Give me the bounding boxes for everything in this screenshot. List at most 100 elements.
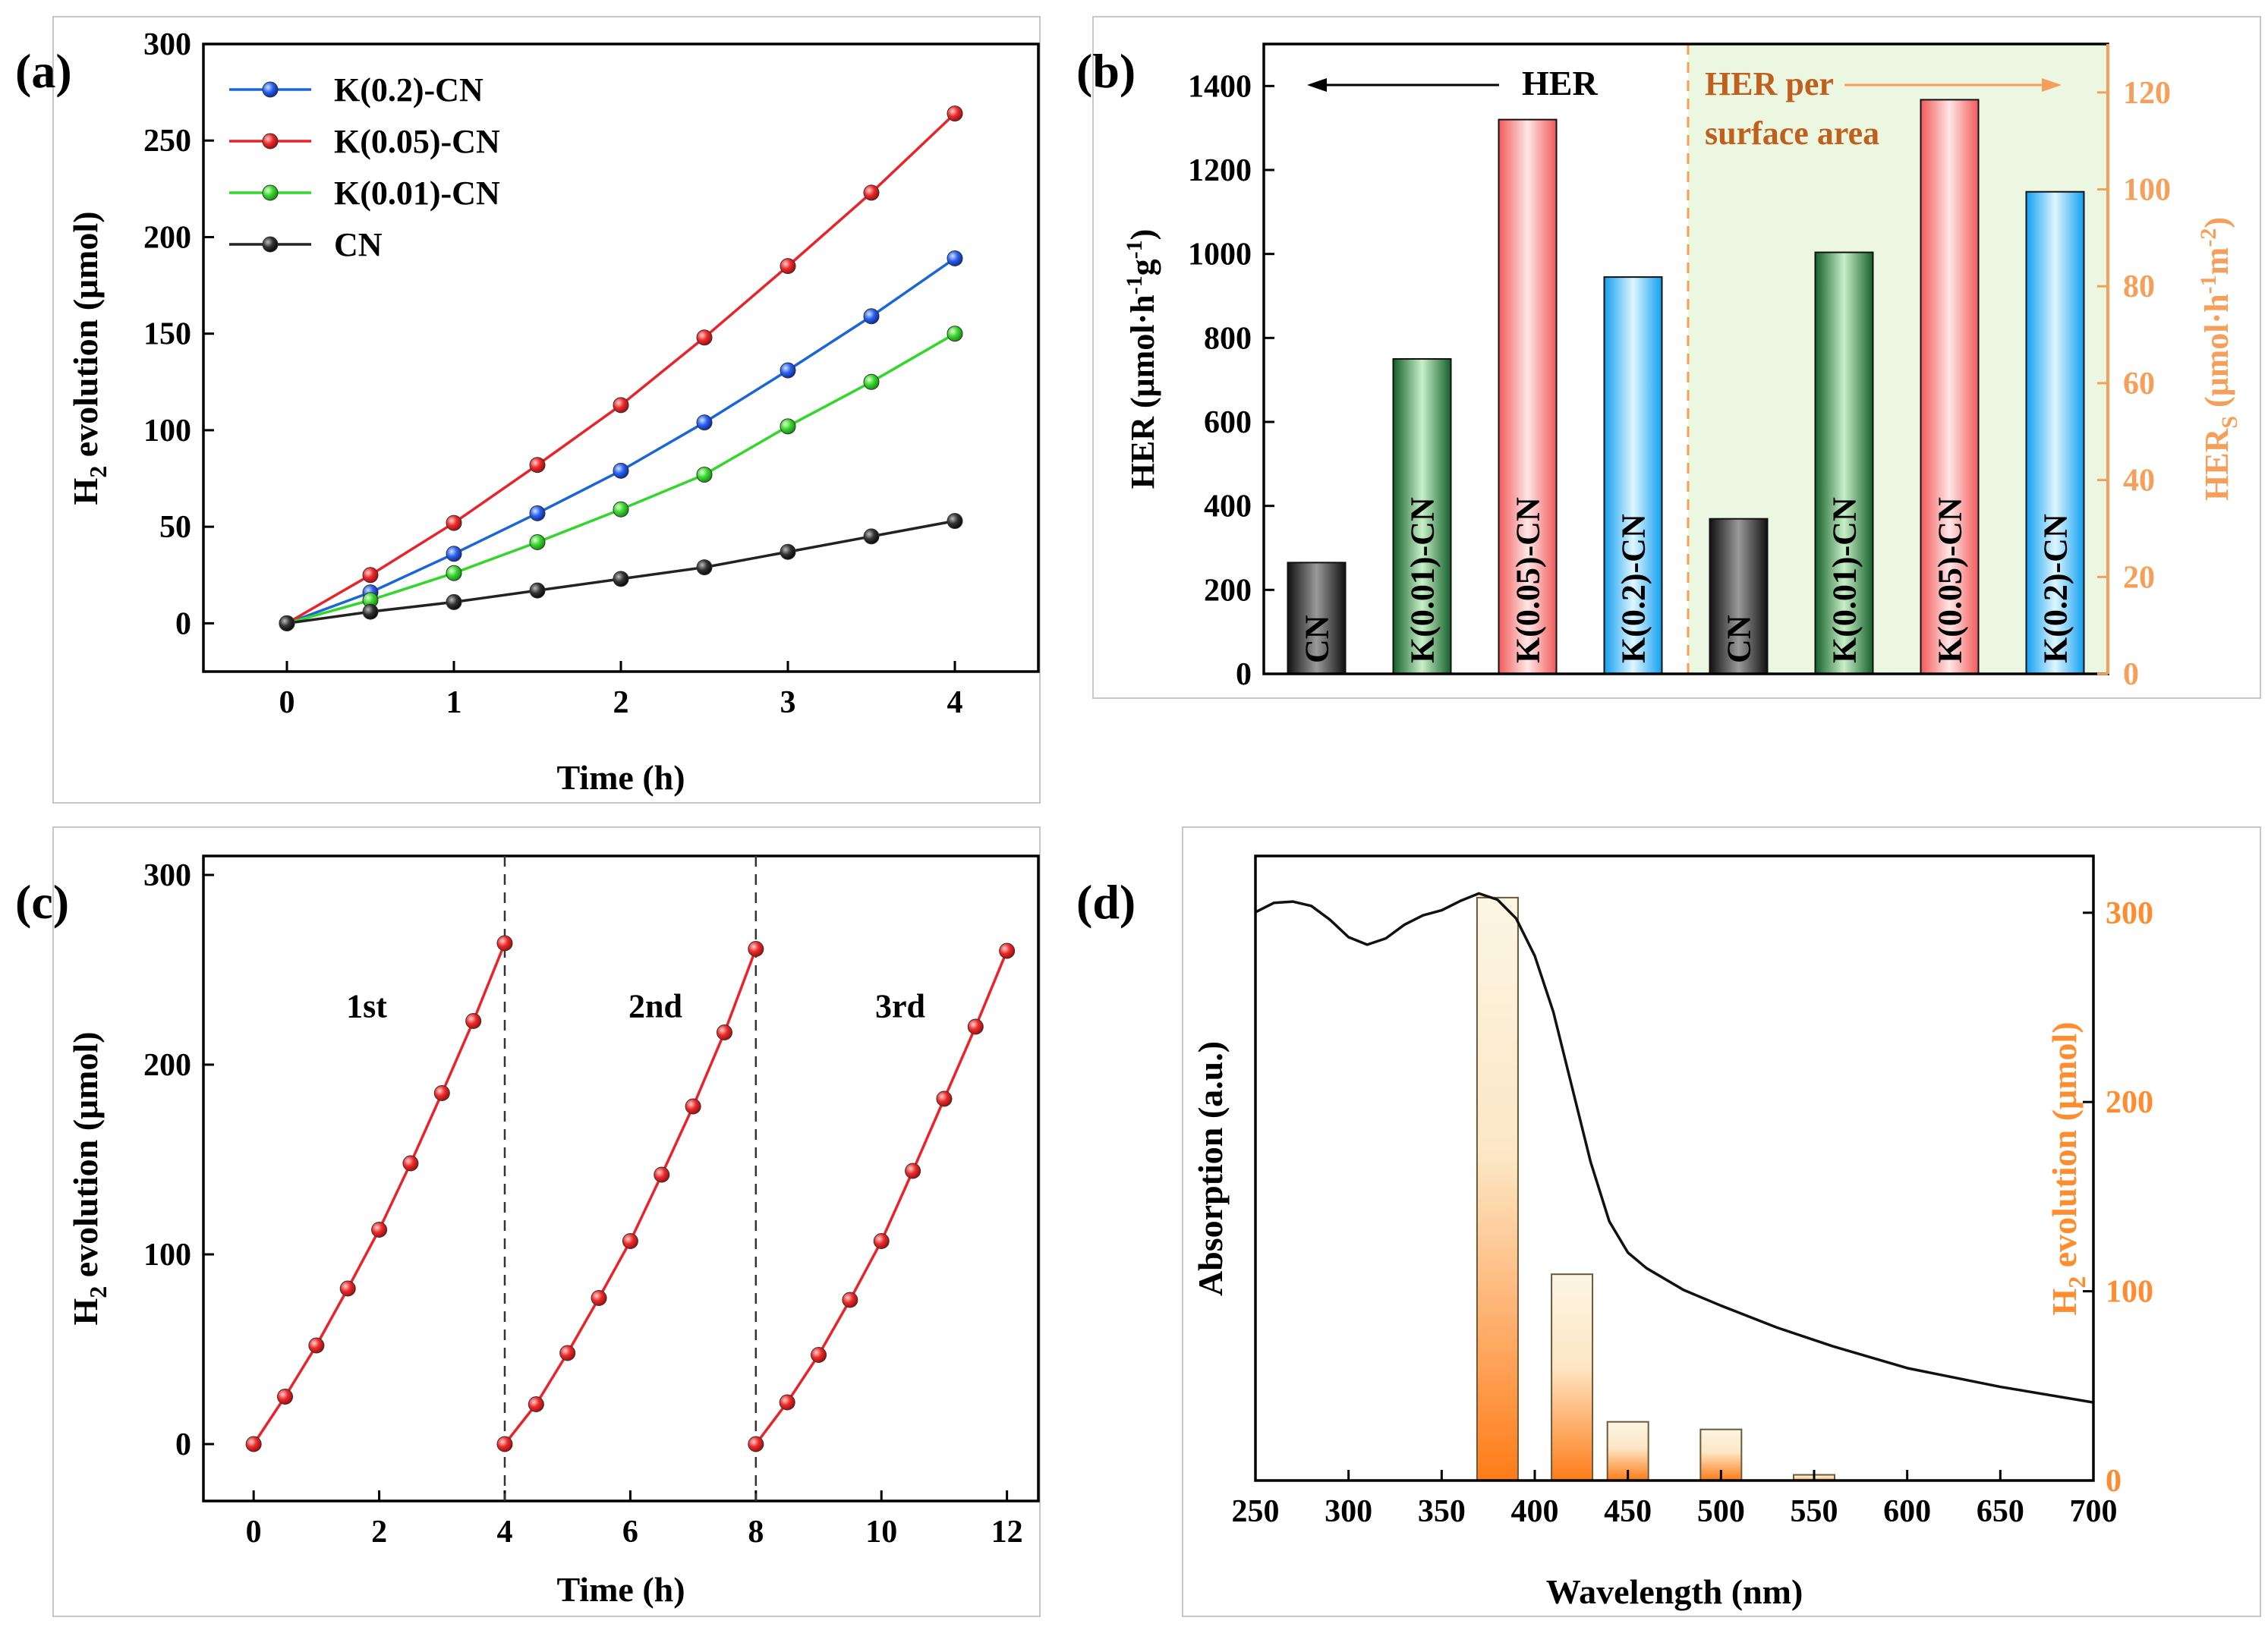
y-tick-label: 300 (143, 27, 191, 62)
panel-d-ylabel-right: H2 evolution (μmol) (2045, 1021, 2090, 1315)
panel-c-plot-frame (202, 854, 1040, 1503)
bar-label-K(0.01)-CN: K(0.01)-CN (1826, 497, 1863, 663)
data-point (308, 1337, 325, 1354)
x-tick-label: 1 (446, 685, 462, 720)
y-tick-label-right: 60 (2123, 367, 2155, 401)
data-point-K(0.2)-CN (529, 505, 546, 521)
data-point (339, 1280, 356, 1297)
bar-CN (1287, 562, 1347, 675)
absorption-curve (1255, 892, 2094, 1404)
cycle-label: 3rd (875, 988, 925, 1025)
data-point (716, 1024, 732, 1040)
bar-380nm (1476, 896, 1519, 1482)
x-tick-label: 12 (991, 1515, 1023, 1550)
y-tick-label-right: 80 (2123, 269, 2155, 304)
panel-b-label: (b) (1076, 44, 1136, 98)
data-point (433, 1085, 450, 1101)
y-tick-label: 0 (175, 606, 191, 641)
panel-b-per-area-annotation-2: surface area (1705, 115, 1879, 152)
bar-K(0.01)-CN (1392, 358, 1452, 675)
x-tick-label: 400 (1511, 1494, 1559, 1529)
bar-K(0.05)-CN (1498, 118, 1558, 675)
data-point-K(0.2)-CN (780, 362, 796, 379)
legend-label: CN (334, 226, 383, 263)
panel-c: (c) 0 2 4 6 8 10 12 0 100 200 300 1st 2nd 3rd Time (h… (15, 826, 1041, 1617)
legend-label: K(0.2)-CN (334, 71, 484, 109)
panel-d-ylabel-left: Absorption (a.u.) (1191, 1041, 1230, 1296)
y-tick-label-right: 0 (2123, 657, 2139, 692)
x-tick-label: 500 (1697, 1494, 1745, 1529)
panel-a-axes: 0 1 2 3 4 0 50 100 150 200 250 300 (143, 27, 963, 720)
panel-a-legend: K(0.2)-CN K(0.05)-CN K(0.01)-CN CN (229, 71, 500, 263)
bar-label-K(0.2)-CN: K(0.2)-CN (1615, 514, 1652, 663)
data-point (402, 1155, 419, 1172)
legend-swatch-marker (262, 133, 279, 149)
panel-c-label: (c) (15, 875, 69, 929)
panel-c-ylabel: H2 evolution (μmol) (66, 1031, 112, 1325)
data-point-K(0.05)-CN (529, 457, 546, 474)
y-tick-label-left: 200 (1204, 573, 1252, 608)
data-point (873, 1233, 890, 1249)
panel-a-xlabel: Time (h) (556, 758, 685, 797)
data-point-K(0.05)-CN (446, 514, 462, 531)
legend-label: K(0.05)-CN (334, 123, 500, 160)
data-point (779, 1394, 795, 1411)
legend-swatch-marker (262, 81, 279, 98)
panel-d-absorption (1255, 892, 2094, 1404)
panel-b-her-annotation: HER (1522, 64, 1598, 102)
x-tick-label: 8 (748, 1515, 764, 1550)
panel-b-bars: CN K(0.01)-CN K(0.05)-CN K(0.2)-CN CN K(0.01)… (1287, 99, 2085, 675)
data-point-K(0.05)-CN (613, 397, 629, 414)
data-point-K(0.01)-CN (780, 418, 796, 435)
data-point-K(0.01)-CN (613, 501, 629, 518)
y-tick-label-right: 120 (2123, 76, 2171, 111)
bar-CN (1709, 518, 1769, 675)
y-tick-label: 0 (175, 1427, 191, 1462)
panel-b-ylabel-left: HER (μmol·h-1g-1) (1122, 229, 1161, 489)
y-tick-label-right: 40 (2123, 464, 2155, 499)
data-point (591, 1290, 607, 1306)
y-tick-label: 200 (143, 220, 191, 255)
x-tick-label: 300 (1325, 1494, 1372, 1529)
y-tick-label-left: 600 (1204, 405, 1252, 440)
x-tick-label: 0 (246, 1515, 262, 1550)
data-point (842, 1292, 858, 1308)
panel-d-bars (1476, 896, 1835, 1482)
bar-420nm (1551, 1273, 1594, 1482)
x-tick-label: 450 (1604, 1494, 1652, 1529)
data-point-CN (279, 615, 295, 631)
x-tick-label: 3 (780, 685, 796, 720)
data-point-K(0.2)-CN (947, 250, 963, 266)
data-point-K(0.2)-CN (863, 308, 880, 325)
data-point (748, 941, 764, 957)
data-point-CN (947, 513, 963, 530)
y-tick-label-right: 200 (2106, 1085, 2153, 1120)
data-point (685, 1098, 701, 1115)
data-point (748, 1436, 764, 1452)
data-point (622, 1233, 638, 1249)
data-point-CN (863, 528, 880, 545)
bar-label-K(0.05)-CN: K(0.05)-CN (1932, 497, 1969, 663)
y-tick-label: 100 (143, 414, 191, 448)
bar-K(0.2)-CN (1603, 276, 1663, 675)
data-point (528, 1396, 544, 1412)
y-tick-label-left: 0 (1236, 657, 1252, 692)
data-point (277, 1389, 294, 1405)
panel-b-per-area-arrowhead (2042, 78, 2062, 92)
y-tick-label: 50 (159, 510, 191, 545)
series-line-K(0.2)-CN (286, 257, 956, 625)
x-tick-label: 550 (1791, 1494, 1838, 1529)
data-point (811, 1347, 827, 1363)
bar-label-CN: CN (1721, 615, 1758, 663)
panel-b-per-area-annotation-1: HER per (1705, 65, 1834, 102)
panel-a-label: (a) (15, 44, 72, 98)
legend-swatch-marker (262, 184, 279, 201)
y-tick-label: 200 (143, 1048, 191, 1083)
y-tick-label-left: 400 (1204, 489, 1252, 524)
x-tick-label: 250 (1232, 1494, 1280, 1529)
panel-d-plot-frame (1254, 854, 2095, 1482)
bar-label-K(0.2)-CN: K(0.2)-CN (2037, 514, 2074, 663)
panel-c-series (245, 935, 1016, 1452)
